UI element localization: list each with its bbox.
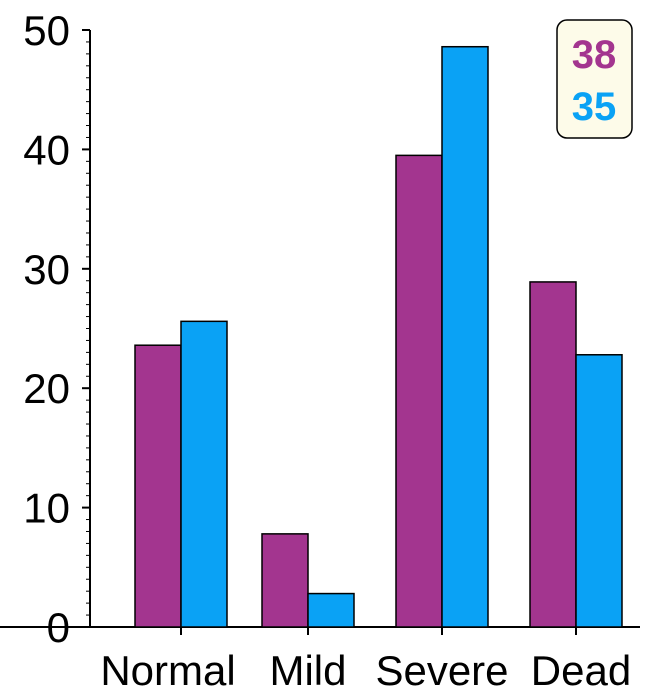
category-label-mild: Mild [269, 647, 346, 694]
y-tick-label: 40 [23, 126, 70, 173]
legend-box [556, 19, 633, 139]
category-labels: Normal Mild Severe Dead [100, 647, 631, 694]
y-tick-label: 50 [23, 7, 70, 54]
legend-label-series-2: 35 [572, 85, 617, 129]
legend-label-series-1: 38 [572, 33, 617, 77]
category-label-dead: Dead [531, 647, 631, 694]
category-label-normal: Normal [100, 647, 235, 694]
y-tick-label: 20 [23, 365, 70, 412]
bars [134, 45, 623, 628]
y-tick-label: 10 [23, 485, 70, 532]
bar-dead-series-2 [575, 354, 623, 628]
bar-dead-series-1 [529, 281, 577, 628]
bar-severe-series-2 [441, 45, 489, 628]
category-label-severe: Severe [375, 647, 508, 694]
bar-severe-series-1 [395, 154, 443, 628]
bar-mild-series-2 [307, 592, 355, 628]
bar-mild-series-1 [261, 533, 309, 628]
legend: 38 35 [556, 19, 633, 139]
y-tick-label: 30 [23, 246, 70, 293]
bar-normal-series-1 [134, 344, 182, 628]
bar-normal-series-2 [180, 320, 228, 628]
x-ticks [180, 627, 577, 635]
